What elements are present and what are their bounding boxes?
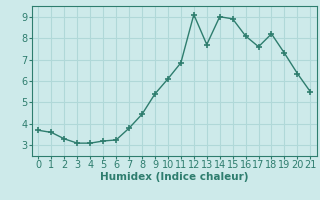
X-axis label: Humidex (Indice chaleur): Humidex (Indice chaleur) xyxy=(100,172,249,182)
